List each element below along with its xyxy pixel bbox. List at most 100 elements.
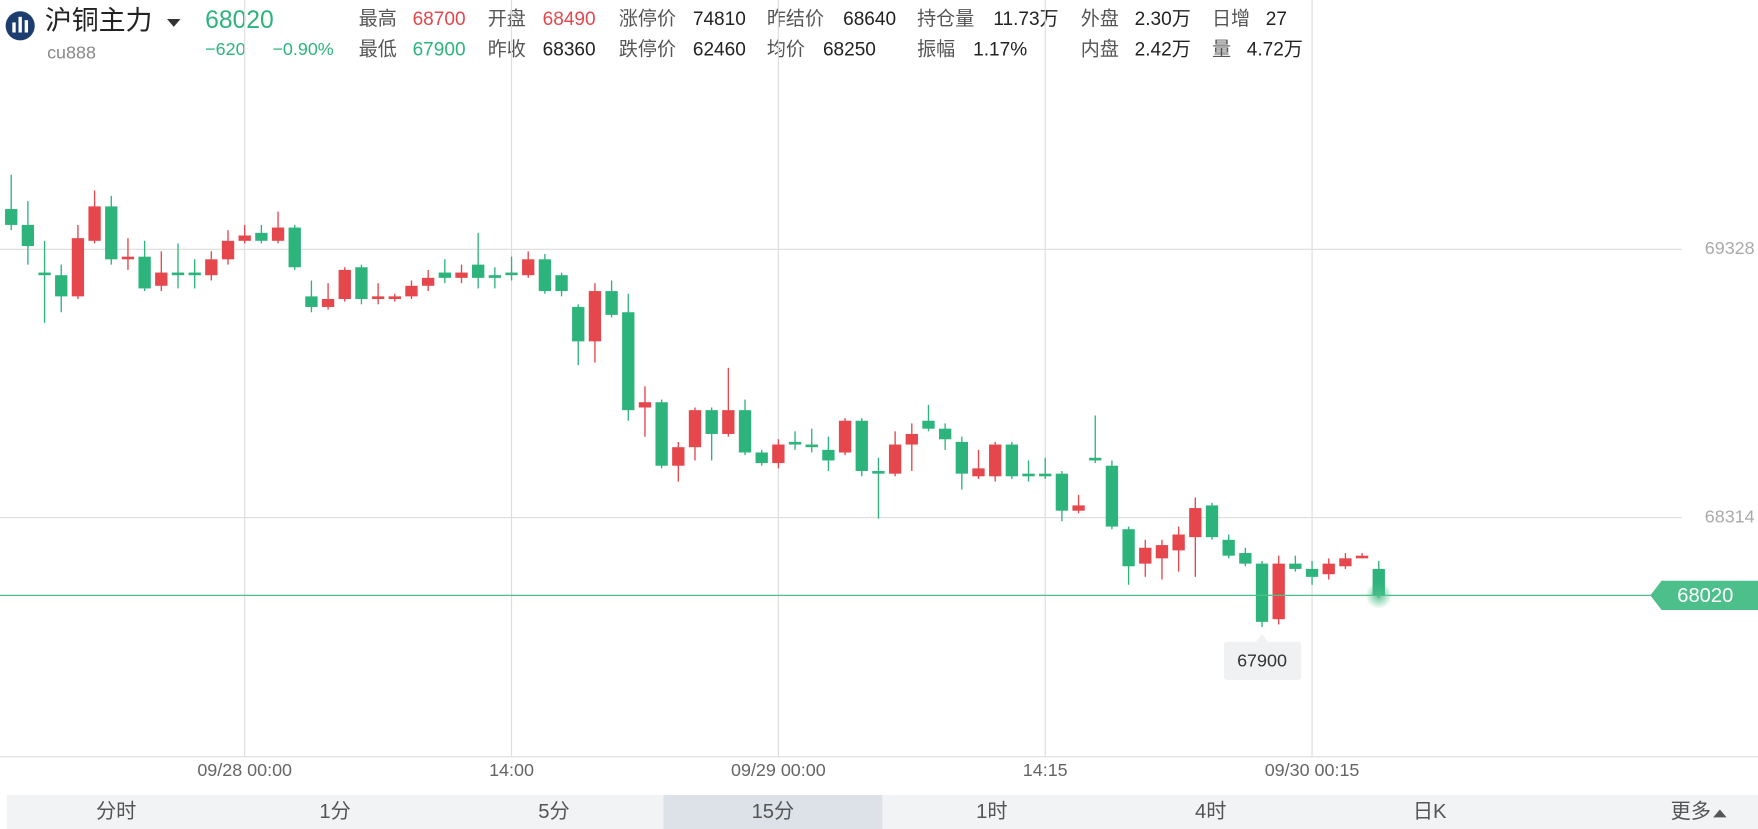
stat-label: 最低 <box>359 38 397 60</box>
candle-body <box>255 232 268 241</box>
tab[interactable]: 5分 <box>538 800 569 823</box>
last-price-glow <box>1365 581 1393 609</box>
last-price-tag <box>1650 580 1758 610</box>
candle-body <box>1339 558 1352 567</box>
candle-body <box>972 468 985 477</box>
tab[interactable]: 1分 <box>319 800 350 823</box>
tab[interactable]: 日K <box>1413 801 1447 823</box>
candle-body <box>321 299 335 307</box>
candle-body <box>1122 529 1135 567</box>
candle-body <box>672 447 685 466</box>
candle-body <box>1055 473 1069 511</box>
candle-body <box>522 259 535 276</box>
candle-body <box>355 267 368 300</box>
stat-label: 均价 <box>767 38 805 60</box>
stat-label: 振幅 <box>917 38 955 60</box>
candle-body <box>5 209 18 225</box>
dropdown-arrow[interactable] <box>167 19 181 27</box>
candle-body <box>989 444 1002 477</box>
candle-body <box>238 235 251 241</box>
candle-body <box>388 296 401 300</box>
candle-body <box>755 452 768 464</box>
stat-value: 68700 <box>413 9 466 30</box>
candle-body <box>438 272 451 278</box>
stat-value: 67900 <box>413 39 466 60</box>
stat-value: 11.73万 <box>993 9 1058 30</box>
tab[interactable]: 15分 <box>752 800 795 823</box>
candle-body <box>455 272 468 278</box>
candle-body <box>1239 553 1252 564</box>
candle-body <box>788 441 802 445</box>
candle-body <box>1222 539 1235 556</box>
candle-body <box>55 275 68 297</box>
stat-label: 开盘 <box>488 8 526 30</box>
candle-body <box>605 291 618 315</box>
low-marker-box <box>1223 641 1302 680</box>
candle-body <box>805 444 818 448</box>
stats: 最高 68700 开盘 68490 涨停价 74810 昨结价 68640 持仓量 11.73万 外… <box>359 8 1303 60</box>
stat-value: 68640 <box>843 9 896 30</box>
candle-body <box>555 275 568 292</box>
candle-body <box>505 272 518 276</box>
candle-body <box>922 420 935 429</box>
candle-body <box>171 272 185 276</box>
candle-body <box>1355 555 1369 559</box>
candle-body <box>1089 457 1102 461</box>
stat-label: 外盘 <box>1081 8 1119 30</box>
tab[interactable]: 1时 <box>976 800 1007 823</box>
x-tick-label: 09/30 00:15 <box>1265 760 1360 780</box>
candle-body <box>722 410 735 434</box>
candle-body <box>622 312 635 411</box>
candle-body <box>1105 465 1119 527</box>
symbol-name[interactable]: 沪铜主力 <box>45 6 153 36</box>
low-marker-label: 67900 <box>1237 651 1287 671</box>
more-arrow[interactable] <box>1713 809 1727 818</box>
last-price-label: 68020 <box>1677 585 1733 607</box>
candle-body <box>1005 444 1019 477</box>
candle-body <box>1205 505 1219 538</box>
candle-body <box>188 272 201 276</box>
candle-body <box>572 306 585 342</box>
tab[interactable]: 4时 <box>1195 800 1226 823</box>
candle-body <box>688 410 702 448</box>
candle-body <box>88 206 101 241</box>
stat-label: 最高 <box>359 8 397 30</box>
candle-body <box>1039 473 1052 477</box>
candle-body <box>938 428 952 440</box>
candle-body <box>905 433 918 445</box>
candle-body <box>1072 505 1085 511</box>
stat-value: 27 <box>1266 9 1287 30</box>
candle-body <box>288 227 301 268</box>
candle-body <box>705 410 718 434</box>
stat-value: 1.17% <box>973 39 1027 60</box>
stat-value: 62460 <box>693 39 746 60</box>
candle-body <box>888 444 902 474</box>
tab[interactable]: 更多 <box>1671 800 1711 823</box>
candle-body <box>71 238 85 297</box>
candle-body <box>205 259 218 276</box>
stat-label: 昨结价 <box>767 8 824 30</box>
candle-body <box>1139 547 1152 564</box>
candle-body <box>855 420 868 472</box>
candle-body <box>822 449 835 461</box>
candle-body <box>1305 568 1319 577</box>
candle-body <box>1289 563 1302 569</box>
candle-body <box>221 240 235 260</box>
stat-label: 跌停价 <box>619 38 676 60</box>
candle-body <box>338 269 351 300</box>
candle-body <box>772 444 785 464</box>
candle-body <box>1272 563 1285 620</box>
stat-label: 日增 <box>1212 8 1250 30</box>
tab-selected-bg <box>663 794 883 829</box>
stat-value: 2.30万 <box>1135 9 1191 30</box>
x-tick-label: 14:00 <box>489 760 534 780</box>
y-tick-label: 68314 <box>1705 506 1755 526</box>
x-tick-label: 14:15 <box>1023 760 1068 780</box>
candle-body <box>305 296 318 307</box>
candle-body <box>1322 563 1335 575</box>
y-tick-label: 69328 <box>1705 238 1755 258</box>
stat-value: 68250 <box>823 39 876 60</box>
tab[interactable]: 分时 <box>96 800 136 823</box>
symbol-code: cu888 <box>47 43 96 63</box>
